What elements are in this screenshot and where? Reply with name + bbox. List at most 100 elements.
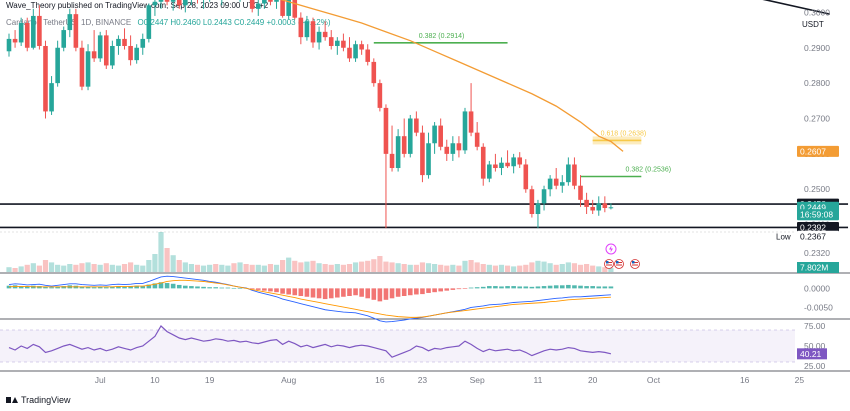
rsi-tick-label: 25.00	[804, 361, 826, 371]
macd-histogram-bar	[602, 286, 608, 289]
macd-histogram-bar	[517, 286, 523, 289]
volume-bar	[602, 267, 608, 272]
macd-histogram-bar	[298, 288, 304, 296]
candle-body	[566, 164, 571, 183]
volume-bar	[213, 264, 219, 272]
price-badge-label: 0.2392	[800, 222, 826, 232]
volume-bar	[128, 262, 134, 272]
candle-body	[462, 111, 468, 151]
time-tick-label: 16	[375, 375, 385, 385]
candle-body	[322, 31, 328, 38]
price-badge: 0.2392	[797, 221, 839, 233]
candle-body	[128, 45, 133, 61]
volume-bar	[286, 257, 292, 272]
volume-bar	[529, 262, 535, 272]
candle-body	[134, 47, 139, 61]
candle-body	[529, 189, 535, 215]
candle-body	[274, 0, 279, 2]
volume-bar	[134, 264, 140, 272]
time-tick-label: 20	[588, 375, 598, 385]
candle-body	[389, 153, 395, 169]
macd-histogram-bar	[316, 288, 322, 299]
candle-body	[328, 37, 334, 46]
us-flag-icon	[604, 259, 614, 269]
macd-histogram-bar	[608, 286, 614, 289]
candle-body	[487, 164, 492, 179]
volume-bar	[383, 261, 389, 272]
macd-histogram-bar	[128, 286, 133, 289]
volume-bar	[298, 262, 304, 272]
volume-bar	[280, 260, 286, 272]
volume-badge-box	[797, 262, 839, 273]
volume-bar	[322, 264, 328, 272]
candle-body	[553, 178, 559, 186]
macd-histogram-bar	[535, 286, 541, 289]
volume-bar	[188, 264, 194, 272]
volume-badge: 7.802M	[797, 262, 839, 273]
candle-body	[371, 61, 377, 84]
time-tick-label: 23	[418, 375, 428, 385]
rsi-band	[0, 330, 795, 362]
macd-histogram-bar	[43, 286, 48, 289]
macd-histogram-bar	[170, 283, 176, 289]
price-tick-label: 0.2320	[804, 248, 830, 258]
price-axis: 0.30000.29000.28000.27000.26000.25000.24…	[776, 7, 839, 273]
volume-bar	[462, 260, 468, 272]
us-flag-icon	[630, 259, 640, 269]
ema-line	[280, 0, 624, 152]
macd-histogram-bar	[219, 287, 225, 289]
price-badge-box	[797, 209, 839, 221]
candle-body	[249, 0, 255, 9]
macd-histogram-bar	[420, 288, 425, 295]
macd-histogram-bar	[195, 286, 200, 289]
volume-bar	[419, 262, 426, 272]
volume-bar	[207, 264, 213, 272]
volume-bar	[517, 265, 523, 272]
volume-bar	[176, 260, 182, 272]
time-tick-label: 10	[150, 375, 160, 385]
time-axis: Jul 10 19 Aug 16 23 Sep 11 20 Oct 16 25	[95, 375, 805, 385]
candle-body	[176, 0, 182, 6]
macd-histogram-bar	[183, 285, 188, 289]
rsi-badge-label: 40.21	[800, 349, 822, 359]
volume-bar	[109, 264, 115, 272]
macd-histogram-bar	[353, 288, 358, 296]
macd-histogram-bar	[110, 286, 115, 289]
tradingview-footer[interactable]: TradingView	[6, 395, 71, 405]
volume-bar	[571, 263, 578, 272]
currency-label[interactable]: USDT	[802, 20, 824, 29]
candle-body	[365, 49, 371, 62]
price-badge: 16:59:08	[797, 209, 839, 221]
candle-body	[505, 162, 510, 167]
macd-histogram-bar	[97, 286, 103, 289]
macd-histogram-bar	[541, 286, 547, 289]
time-tick-label: Oct	[647, 375, 661, 385]
price-badge-box	[797, 145, 839, 157]
macd-histogram-bar	[407, 288, 413, 296]
candle-body	[335, 40, 340, 46]
macd-histogram-bar	[134, 285, 139, 289]
horizontal-levels	[0, 0, 849, 229]
volume-bar	[432, 264, 438, 272]
volume-bar	[273, 264, 280, 272]
macd-histogram-bar	[322, 288, 328, 300]
macd-histogram-bar	[347, 288, 352, 296]
macd-histogram-bar	[578, 285, 583, 289]
price-tick-label: 0.2500	[804, 184, 830, 194]
macd-histogram-bar	[529, 286, 535, 289]
candle-body	[602, 203, 608, 208]
volume-bar	[596, 266, 602, 272]
macd-histogram-bar	[255, 288, 261, 290]
macd-histogram-bar	[55, 286, 60, 289]
macd-histogram-bar	[559, 285, 565, 289]
volume-bar	[474, 262, 480, 272]
volume-bar	[55, 264, 61, 272]
volume-bar	[42, 260, 49, 272]
candle-body	[493, 164, 498, 169]
candle-body	[18, 22, 24, 43]
macd-histogram-bar	[164, 283, 170, 289]
volume-badge-label: 7.802M	[800, 263, 828, 273]
flag-stripe	[616, 264, 622, 266]
macd-histogram-bar	[383, 288, 389, 300]
